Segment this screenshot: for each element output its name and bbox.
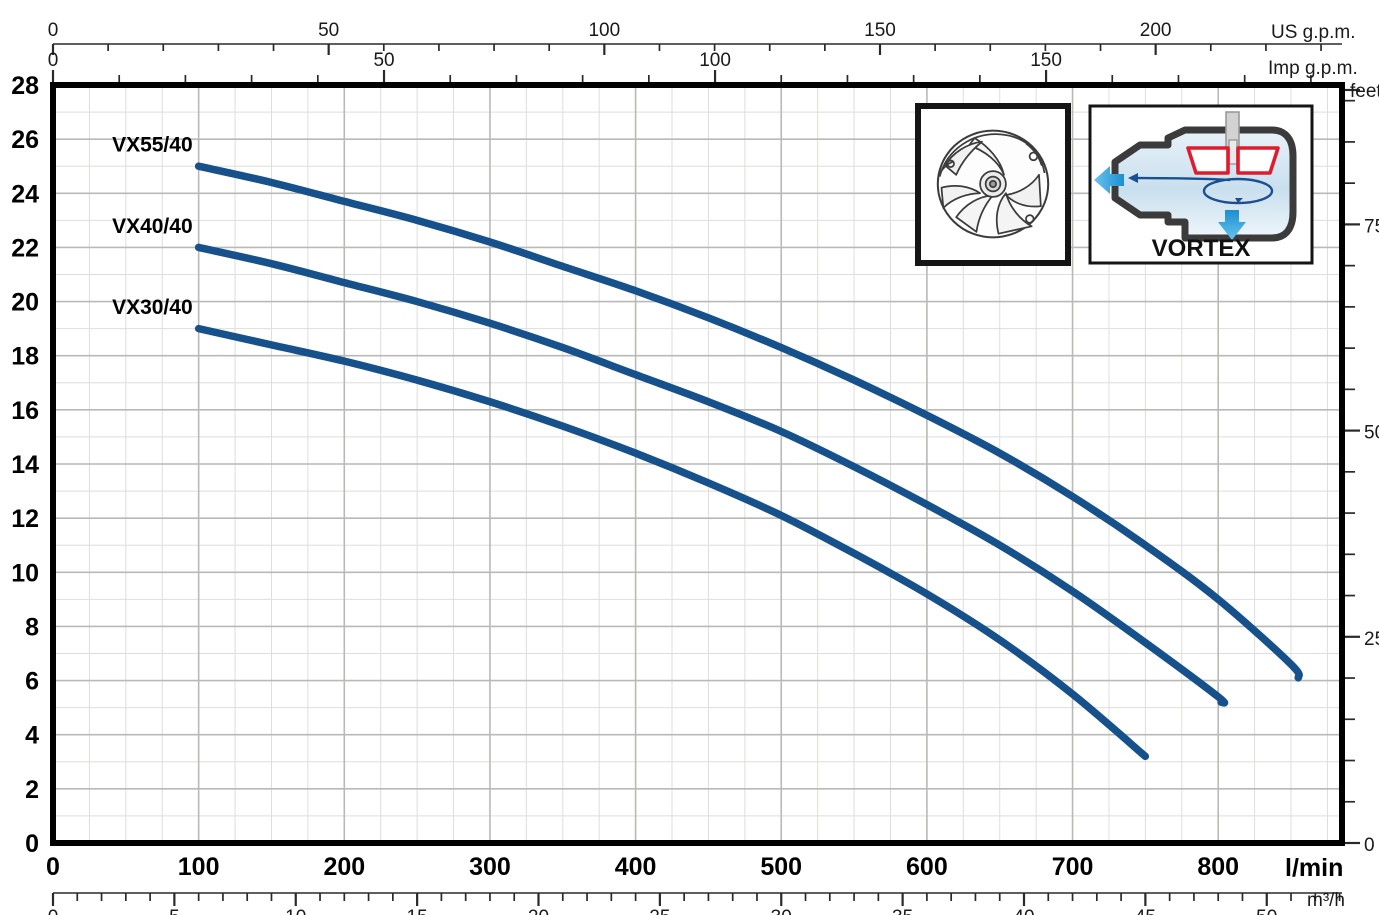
axis-unit-us-gpm: US g.p.m. [1271, 22, 1355, 43]
axis-top-imp-gpm: 0 50 100 150 [48, 50, 1312, 83]
curve-labels: VX55/40 VX40/40 VX30/40 [112, 134, 193, 319]
tick-label: 50 [318, 20, 339, 41]
tick-label: 800 [1197, 853, 1239, 881]
axis-bottom-l-min: 0 100 200 300 400 500 600 700 800 [46, 853, 1239, 881]
tick-label: 0 [48, 907, 59, 915]
tick-label: 10 [285, 907, 306, 915]
tick-label: 150 [1030, 50, 1062, 71]
vortex-impeller-drawing [915, 103, 1071, 266]
vortex-section-diagram: VORTEX [1088, 104, 1314, 265]
curve-label-vx30-40: VX30/40 [112, 296, 193, 319]
axis-bottom-m3-h: 0 5 10 15 20 25 30 35 40 45 50 [48, 892, 1342, 915]
curve-label-vx40-40: VX40/40 [112, 215, 193, 238]
tick-label: 2 [25, 776, 39, 804]
tick-label: 10 [11, 559, 39, 587]
performance-curves [194, 162, 1303, 761]
tick-label: 8 [25, 613, 39, 641]
curve-vx55-40 [194, 162, 1303, 682]
tick-label: 150 [864, 20, 896, 41]
axis-right-feet: 0 25 50 75 [1345, 88, 1379, 856]
tick-label: 4 [25, 722, 39, 750]
axis-top-us-gpm: 0 50 100 150 200 [48, 20, 1342, 55]
tick-label: 40 [1013, 907, 1034, 915]
tick-label: 6 [25, 668, 39, 696]
axis-unit-l-min: l/min [1285, 854, 1343, 882]
tick-label: 5 [169, 907, 180, 915]
tick-label: 25 [1364, 629, 1379, 650]
tick-label: 18 [11, 343, 39, 371]
tick-label: 600 [906, 853, 948, 881]
tick-label: 400 [615, 853, 657, 881]
tick-label: 50 [1364, 423, 1379, 444]
tick-label: 14 [11, 451, 39, 479]
tick-label: 26 [11, 126, 39, 154]
tick-label: 50 [373, 50, 394, 71]
tick-label: 200 [323, 853, 365, 881]
tick-label: 0 [48, 50, 59, 71]
tick-label: 200 [1140, 20, 1172, 41]
axis-unit-m3-h: m³/h [1307, 890, 1345, 911]
tick-label: 300 [469, 853, 511, 881]
plot-frame [50, 82, 1345, 846]
tick-label: 15 [407, 907, 428, 915]
tick-label: 35 [892, 907, 913, 915]
curve-vx30-40 [194, 324, 1150, 761]
tick-label: 30 [771, 907, 792, 915]
tick-label: 0 [46, 853, 60, 881]
tick-label: 0 [1364, 835, 1375, 856]
tick-label: 500 [760, 853, 802, 881]
tick-label: 50 [1256, 907, 1277, 915]
tick-label: 16 [11, 397, 39, 425]
tick-label: 22 [11, 234, 39, 262]
vortex-caption: VORTEX [1152, 235, 1251, 262]
tick-label: 24 [11, 180, 39, 208]
axis-unit-imp-gpm: Imp g.p.m. [1268, 58, 1358, 79]
curve-label-vx55-40: VX55/40 [112, 134, 193, 157]
tick-label: 25 [649, 907, 670, 915]
tick-label: 100 [699, 50, 731, 71]
tick-label: 100 [178, 853, 220, 881]
tick-label: 45 [1135, 907, 1156, 915]
tick-label: 28 [11, 72, 39, 100]
curve-vx40-40 [194, 243, 1229, 707]
tick-label: 0 [48, 20, 59, 41]
tick-label: 12 [11, 505, 39, 533]
tick-label: 700 [1052, 853, 1094, 881]
tick-label: 20 [528, 907, 549, 915]
tick-label: 100 [588, 20, 620, 41]
tick-label: 20 [11, 289, 39, 317]
tick-label: 0 [25, 830, 39, 858]
tick-label: 75 [1364, 216, 1379, 237]
axis-unit-feet: feet [1350, 81, 1379, 102]
